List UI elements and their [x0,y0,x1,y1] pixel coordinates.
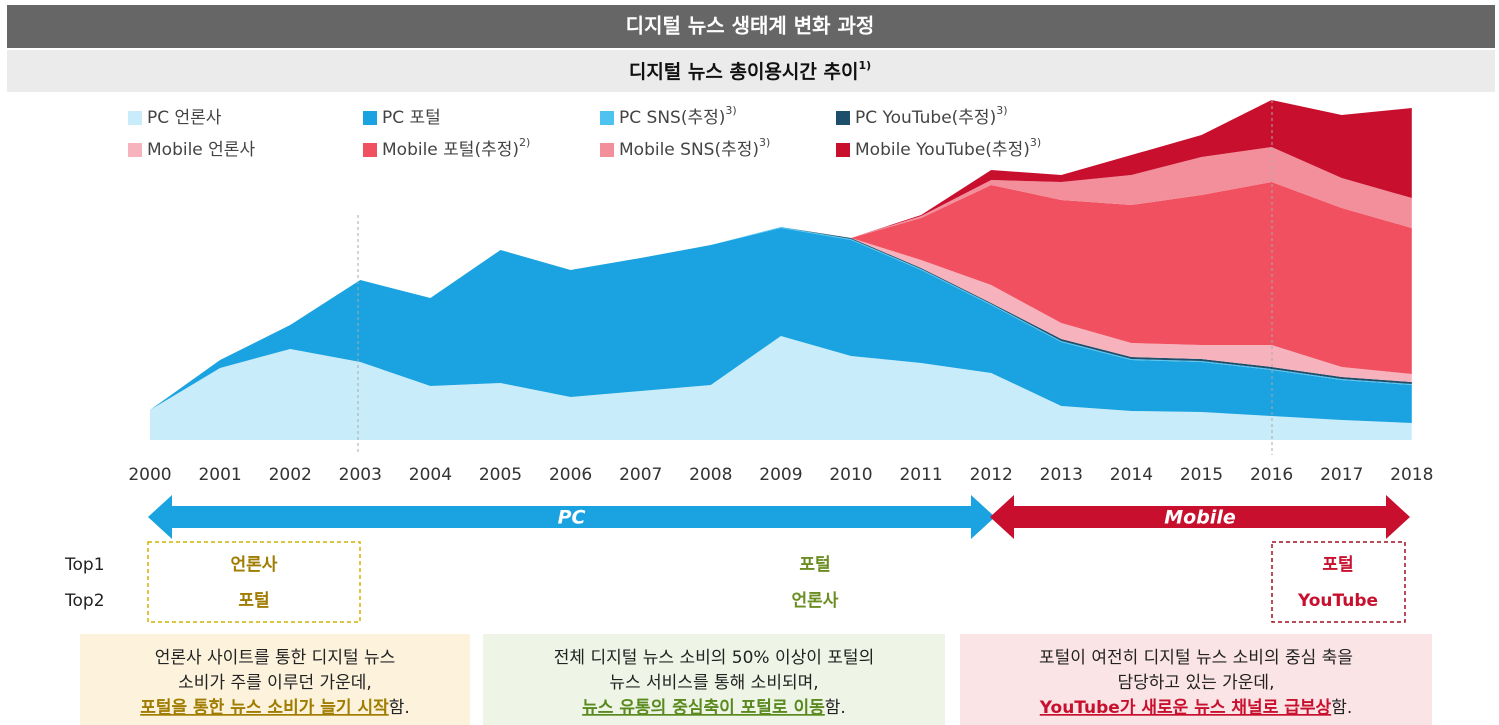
legend-label: Mobile YouTube(추정) [855,140,1030,160]
x-tick-label: 2000 [128,465,171,485]
period-box [147,541,361,623]
rank-top2: 포털 [238,591,269,611]
note-suffix: 함. [825,698,846,718]
x-tick-label: 2003 [339,465,382,485]
note-line: 담당하고 있는 가운데, [1118,673,1275,693]
x-tick-label: 2017 [1320,465,1363,485]
rank-top2: 언론사 [792,591,839,611]
legend-entry: PC 포털 [382,108,441,128]
note-line: 포털이 여전히 디지털 뉴스 소비의 중심 축을 [1039,648,1353,668]
x-tick-label: 2005 [479,465,522,485]
x-tick-label: 2002 [269,465,312,485]
legend-note: 2) [519,136,530,149]
note-box [80,634,470,725]
area [150,228,1412,423]
note-line: 언론사 사이트를 통한 디지털 뉴스 [155,648,396,668]
x-tick-label: 2014 [1110,465,1153,485]
note-line: 포털을 통한 뉴스 소비가 늘기 시작함. [140,698,410,718]
note-highlight: 포털을 통한 뉴스 소비가 늘기 시작 [140,698,389,718]
legend-note: 3) [1030,136,1041,149]
legend-swatch [836,143,850,157]
note-line: 소비가 주를 이루던 가운데, [178,673,372,693]
area-layer [150,100,1412,440]
legend-entry: Mobile YouTube(추정)3) [855,136,1041,160]
period-box [1271,541,1406,623]
x-tick-label: 2001 [198,465,241,485]
legend-entry: Mobile SNS(추정)3) [619,136,770,160]
x-tick-label: 2012 [970,465,1013,485]
legend-swatch [128,143,142,157]
x-tick-label: 2015 [1180,465,1223,485]
area [851,147,1412,238]
legend-note: 3) [759,136,770,149]
rank-top1: 포털 [1322,555,1353,575]
chart-title-text: 디지털 뉴스 총이용시간 추이 [629,61,859,83]
legend-label: PC SNS(추정) [619,108,725,128]
era-arrow [148,495,995,539]
chart-title-note: 1) [858,59,871,72]
x-tick-label: 2004 [409,465,452,485]
rank-row-label: Top1 [64,555,105,575]
x-tick-label: 2018 [1390,465,1433,485]
chart-title: 디지털 뉴스 총이용시간 추이1) [629,59,871,83]
note-line: 뉴스 서비스를 통해 소비되며, [609,673,818,693]
note-line: 뉴스 유통의 중심축이 포털로 이동함. [582,698,846,718]
area [851,100,1412,238]
legend-entry: PC 언론사 [147,108,222,128]
legend-swatch [600,111,614,125]
note-highlight: YouTube가 새로운 뉴스 채널로 급부상 [1039,698,1332,718]
subtitle-bar [7,50,1495,92]
legend-swatch [363,111,377,125]
header-title: 디지털 뉴스 생태계 변화 과정 [626,14,875,38]
note-highlight: 뉴스 유통의 중심축이 포털로 이동 [582,698,825,718]
x-tick-label: 2009 [759,465,802,485]
note-box [483,634,945,725]
x-tick-label: 2010 [829,465,872,485]
rank-top2: YouTube [1297,591,1378,611]
rank-top1: 포털 [799,555,830,575]
era-label: PC [558,507,586,529]
legend-swatch [128,111,142,125]
era-arrow [990,495,1410,539]
legend-label: PC 언론사 [147,108,222,128]
era-label: Mobile [1164,507,1236,529]
legend-entry: PC YouTube(추정)3) [855,104,1008,128]
area [150,336,1412,440]
legend-entry: Mobile 언론사 [147,140,255,160]
rank-row-label: Top2 [64,591,105,611]
note-line: 전체 디지털 뉴스 소비의 50% 이상이 포털의 [554,648,874,668]
legend-note: 3) [725,104,736,117]
note-suffix: 함. [389,698,410,718]
header-bar [7,5,1495,48]
x-tick-label: 2011 [899,465,942,485]
note-suffix: 함. [1331,698,1352,718]
legend-note: 3) [996,104,1007,117]
legend-label: Mobile 포털(추정) [382,140,519,160]
note-line: YouTube가 새로운 뉴스 채널로 급부상함. [1039,698,1352,718]
legend-swatch [363,143,377,157]
x-tick-label: 2006 [549,465,592,485]
x-tick-label: 2013 [1040,465,1083,485]
x-tick-label: 2016 [1250,465,1293,485]
rank-top1: 언론사 [231,555,278,575]
note-box [960,634,1432,725]
legend-entry: PC SNS(추정)3) [619,104,737,128]
legend-swatch [600,143,614,157]
legend-entry: Mobile 포털(추정)2) [382,136,530,160]
area [851,182,1412,374]
x-tick-label: 2007 [619,465,662,485]
legend-swatch [836,111,850,125]
legend-label: Mobile 언론사 [147,140,255,160]
legend-label: PC 포털 [382,108,441,128]
x-tick-label: 2008 [689,465,732,485]
legend-label: Mobile SNS(추정) [619,140,759,160]
legend-label: PC YouTube(추정) [855,108,996,128]
